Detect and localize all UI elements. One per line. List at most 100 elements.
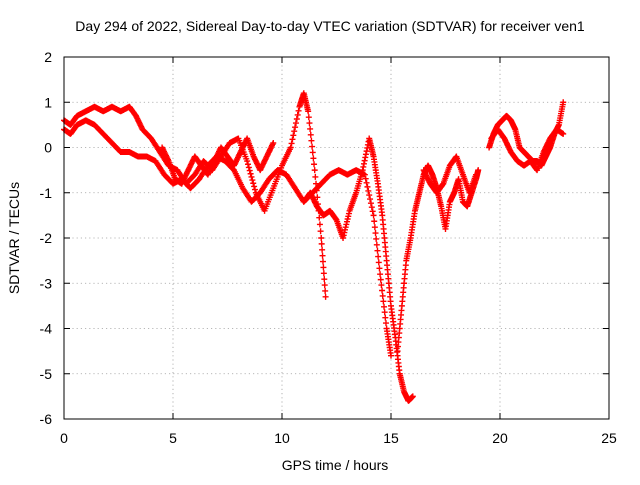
data-point-marker <box>318 235 325 241</box>
data-point-marker <box>244 161 251 168</box>
data-point-marker <box>294 111 301 118</box>
data-point-marker <box>363 179 370 186</box>
data-point-marker <box>270 139 277 146</box>
data-point-marker <box>373 235 380 242</box>
data-point-marker <box>251 186 258 193</box>
data-point-marker <box>321 282 328 289</box>
data-point-marker <box>312 173 319 180</box>
data-point-marker <box>373 241 380 248</box>
data-point-marker <box>246 167 253 174</box>
data-point-marker <box>364 183 371 190</box>
data-point-marker <box>290 132 297 139</box>
data-point-marker <box>320 264 327 271</box>
data-point-marker <box>379 292 386 299</box>
data-point-marker <box>305 114 312 121</box>
data-point-marker <box>382 314 389 321</box>
data-point-marker <box>473 171 480 178</box>
data-point-marker <box>560 99 567 106</box>
data-point-marker <box>378 282 385 289</box>
x-tick-label: 20 <box>492 430 508 446</box>
y-axis-label: SDTVAR / TECUs <box>6 182 22 294</box>
data-point-marker <box>382 320 389 327</box>
y-tick-label: 1 <box>44 94 52 110</box>
series-group <box>488 126 567 174</box>
x-tick-label: 15 <box>383 430 399 446</box>
x-tick-label: 5 <box>169 430 177 446</box>
data-point-marker <box>322 287 329 294</box>
data-point-marker <box>293 115 300 122</box>
data-point-marker <box>251 183 258 190</box>
y-tick-label: -6 <box>40 411 53 427</box>
data-point-marker <box>377 276 384 283</box>
data-point-marker <box>249 177 256 184</box>
plot-frame <box>63 56 610 420</box>
data-point-marker <box>371 224 378 231</box>
y-tick-labels: -6 -5 -4 -3 -2 -1 0 1 2 <box>40 49 53 427</box>
data-point-marker <box>369 208 376 215</box>
series-group <box>61 117 394 359</box>
data-point-marker <box>308 137 315 144</box>
data-point-marker <box>292 124 299 131</box>
x-tick-label: 0 <box>60 430 68 446</box>
y-tick-label: 0 <box>44 140 52 156</box>
data-point-marker <box>379 287 386 294</box>
data-point-marker <box>380 298 387 305</box>
data-point-marker <box>366 192 373 199</box>
data-point-marker <box>375 253 382 260</box>
series-group <box>420 153 480 196</box>
data-point-marker <box>250 180 257 187</box>
series-group <box>61 90 329 300</box>
data-point-marker <box>320 270 327 277</box>
data-point-marker <box>371 218 378 225</box>
data-point-marker <box>388 352 394 359</box>
data-point-marker <box>318 240 325 247</box>
data-point-marker <box>305 108 312 115</box>
y-tick-label: 2 <box>44 49 52 65</box>
data-point-marker <box>321 276 328 283</box>
grid-lines <box>64 57 609 419</box>
data-point-marker <box>365 187 372 194</box>
data-point-marker <box>370 212 377 219</box>
data-point-marker <box>322 293 329 300</box>
data-point-marker <box>368 204 375 211</box>
data-point-marker <box>314 194 321 201</box>
y-tick-label: -3 <box>40 275 53 291</box>
data-point-marker <box>309 149 316 156</box>
data-point-marker <box>311 161 318 168</box>
data-point-marker <box>289 136 296 143</box>
data-point-marker <box>374 247 381 254</box>
data-point-marker <box>244 158 251 165</box>
x-axis-label: GPS time / hours <box>282 457 389 473</box>
data-point-marker <box>367 196 374 203</box>
data-point-marker <box>310 155 317 162</box>
data-point-marker <box>247 170 254 177</box>
data-point-marker <box>377 271 384 278</box>
y-tick-label: -1 <box>40 185 53 201</box>
series-group <box>300 135 416 404</box>
data-point-marker <box>381 303 388 310</box>
y-tick-label: -2 <box>40 230 53 246</box>
data-point-marker <box>375 259 382 266</box>
data-point-marker <box>307 131 314 138</box>
data-point-marker <box>409 393 416 400</box>
data-point-marker <box>317 228 324 235</box>
data-points <box>61 90 567 404</box>
data-point-marker <box>295 107 302 114</box>
data-point-marker <box>288 140 295 147</box>
series-group <box>159 135 277 187</box>
data-point-marker <box>560 130 567 137</box>
data-point-marker <box>306 120 313 127</box>
data-point-marker <box>287 144 294 151</box>
x-tick-label: 10 <box>274 430 290 446</box>
y-tick-label: -4 <box>40 321 53 337</box>
data-point-marker <box>292 120 299 127</box>
data-point-marker <box>319 246 326 253</box>
data-point-marker <box>372 230 379 237</box>
data-point-marker <box>316 214 323 221</box>
data-point-marker <box>248 173 255 180</box>
data-point-marker <box>376 265 383 272</box>
data-point-marker <box>316 221 323 228</box>
x-tick-label: 25 <box>601 430 617 446</box>
data-point-marker <box>291 128 298 135</box>
